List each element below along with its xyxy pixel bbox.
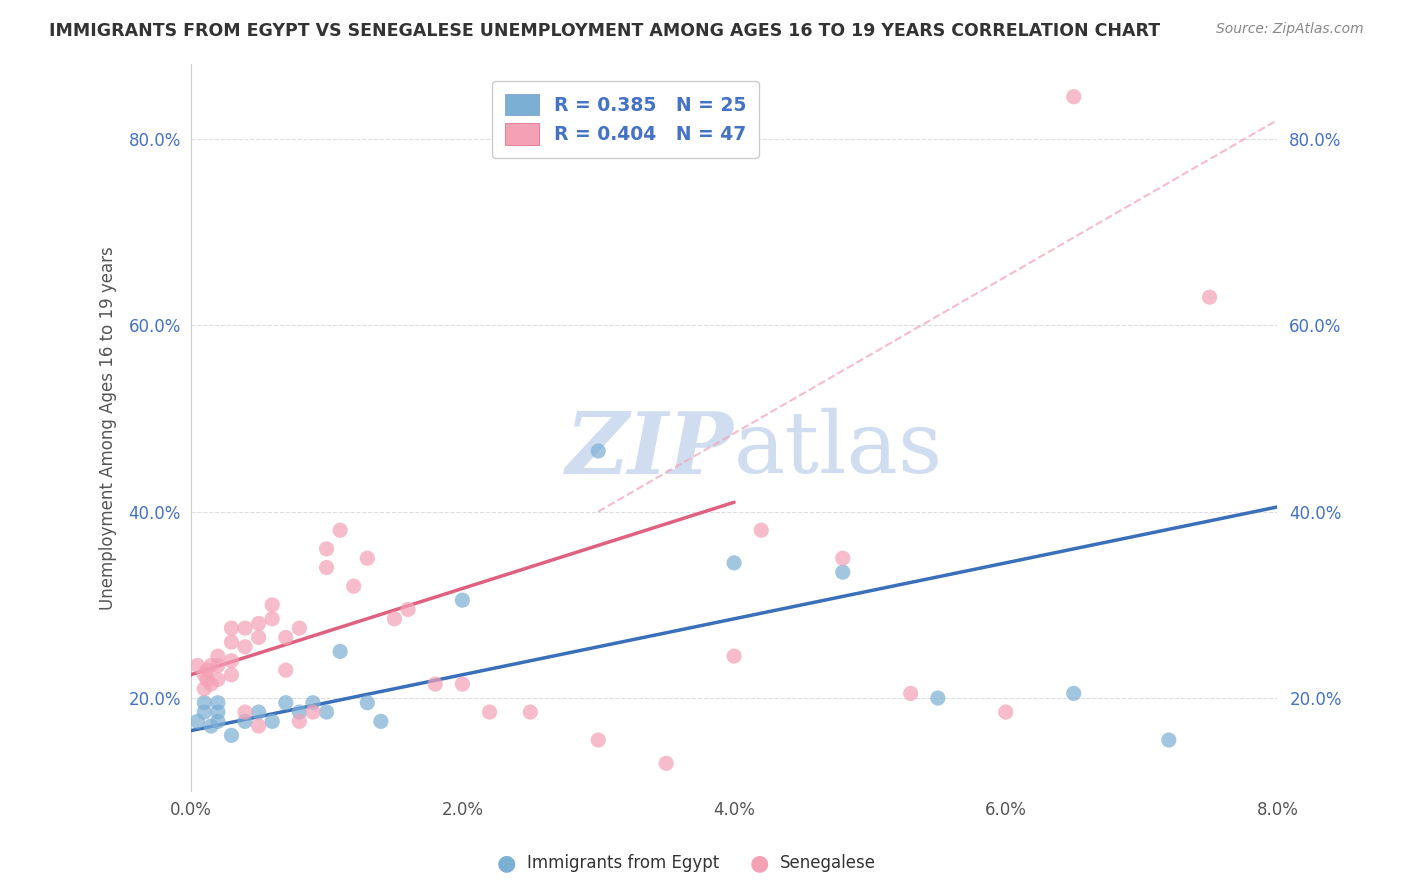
Point (655, 756, 678, 771)
Point (396, 602, 419, 616)
Point (233, 714, 256, 729)
Point (356, 696, 378, 710)
Point (302, 705, 325, 719)
Point (193, 696, 215, 710)
Point (478, 705, 501, 719)
Point (329, 644, 352, 658)
Point (221, 635, 243, 649)
Point (315, 560, 337, 574)
Point (233, 640, 256, 654)
Point (247, 631, 270, 645)
Point (451, 677, 474, 691)
Point (723, 556, 745, 570)
Point (356, 551, 378, 566)
Point (247, 719, 270, 733)
Point (186, 714, 208, 729)
Text: IMMIGRANTS FROM EGYPT VS SENEGALESE UNEMPLOYMENT AMONG AGES 16 TO 19 YEARS CORRE: IMMIGRANTS FROM EGYPT VS SENEGALESE UNEM… (49, 22, 1160, 40)
Point (302, 696, 325, 710)
Point (247, 705, 270, 719)
Point (425, 677, 447, 691)
Point (749, 523, 772, 537)
Point (994, 705, 1017, 719)
Point (195, 673, 218, 687)
Point (288, 705, 311, 719)
Point (200, 719, 222, 733)
Text: atlas: atlas (734, 408, 943, 491)
Point (195, 663, 218, 677)
Point (586, 733, 609, 747)
Point (200, 677, 222, 691)
Y-axis label: Unemployment Among Ages 16 to 19 years: Unemployment Among Ages 16 to 19 years (100, 246, 117, 609)
Point (288, 714, 311, 729)
Point (900, 686, 922, 700)
Point (221, 654, 243, 668)
Point (831, 551, 853, 566)
Point (831, 565, 853, 579)
Point (221, 667, 243, 681)
Point (315, 705, 337, 719)
Text: ●: ● (749, 854, 769, 873)
Text: ●: ● (496, 854, 516, 873)
Point (451, 593, 474, 607)
Point (207, 649, 229, 664)
Point (262, 598, 284, 612)
Text: Senegalese: Senegalese (780, 855, 876, 872)
Point (927, 691, 949, 706)
Point (233, 705, 256, 719)
Point (274, 663, 297, 677)
Point (193, 705, 215, 719)
Point (288, 621, 311, 635)
Point (207, 696, 229, 710)
Point (247, 616, 270, 631)
Point (274, 696, 297, 710)
Point (186, 658, 208, 673)
Point (329, 523, 352, 537)
Text: ZIP: ZIP (567, 408, 734, 491)
Point (384, 612, 406, 626)
Point (193, 681, 215, 696)
Point (200, 658, 222, 673)
Point (262, 714, 284, 729)
Point (1063, 89, 1085, 103)
Point (315, 541, 337, 556)
Point (370, 714, 392, 729)
Point (274, 631, 297, 645)
Point (1063, 686, 1085, 700)
Point (519, 705, 541, 719)
Point (221, 728, 243, 742)
Point (221, 621, 243, 635)
Point (233, 621, 256, 635)
Point (207, 714, 229, 729)
Point (1198, 290, 1220, 304)
Point (586, 444, 609, 458)
Point (1157, 733, 1180, 747)
Point (207, 705, 229, 719)
Point (193, 667, 215, 681)
Point (723, 649, 745, 664)
Point (262, 612, 284, 626)
Point (207, 658, 229, 673)
Point (343, 579, 366, 593)
Legend: R = 0.385   N = 25, R = 0.404   N = 47: R = 0.385 N = 25, R = 0.404 N = 47 (492, 80, 759, 158)
Text: Immigrants from Egypt: Immigrants from Egypt (527, 855, 720, 872)
Text: Source: ZipAtlas.com: Source: ZipAtlas.com (1216, 22, 1364, 37)
Point (207, 673, 229, 687)
